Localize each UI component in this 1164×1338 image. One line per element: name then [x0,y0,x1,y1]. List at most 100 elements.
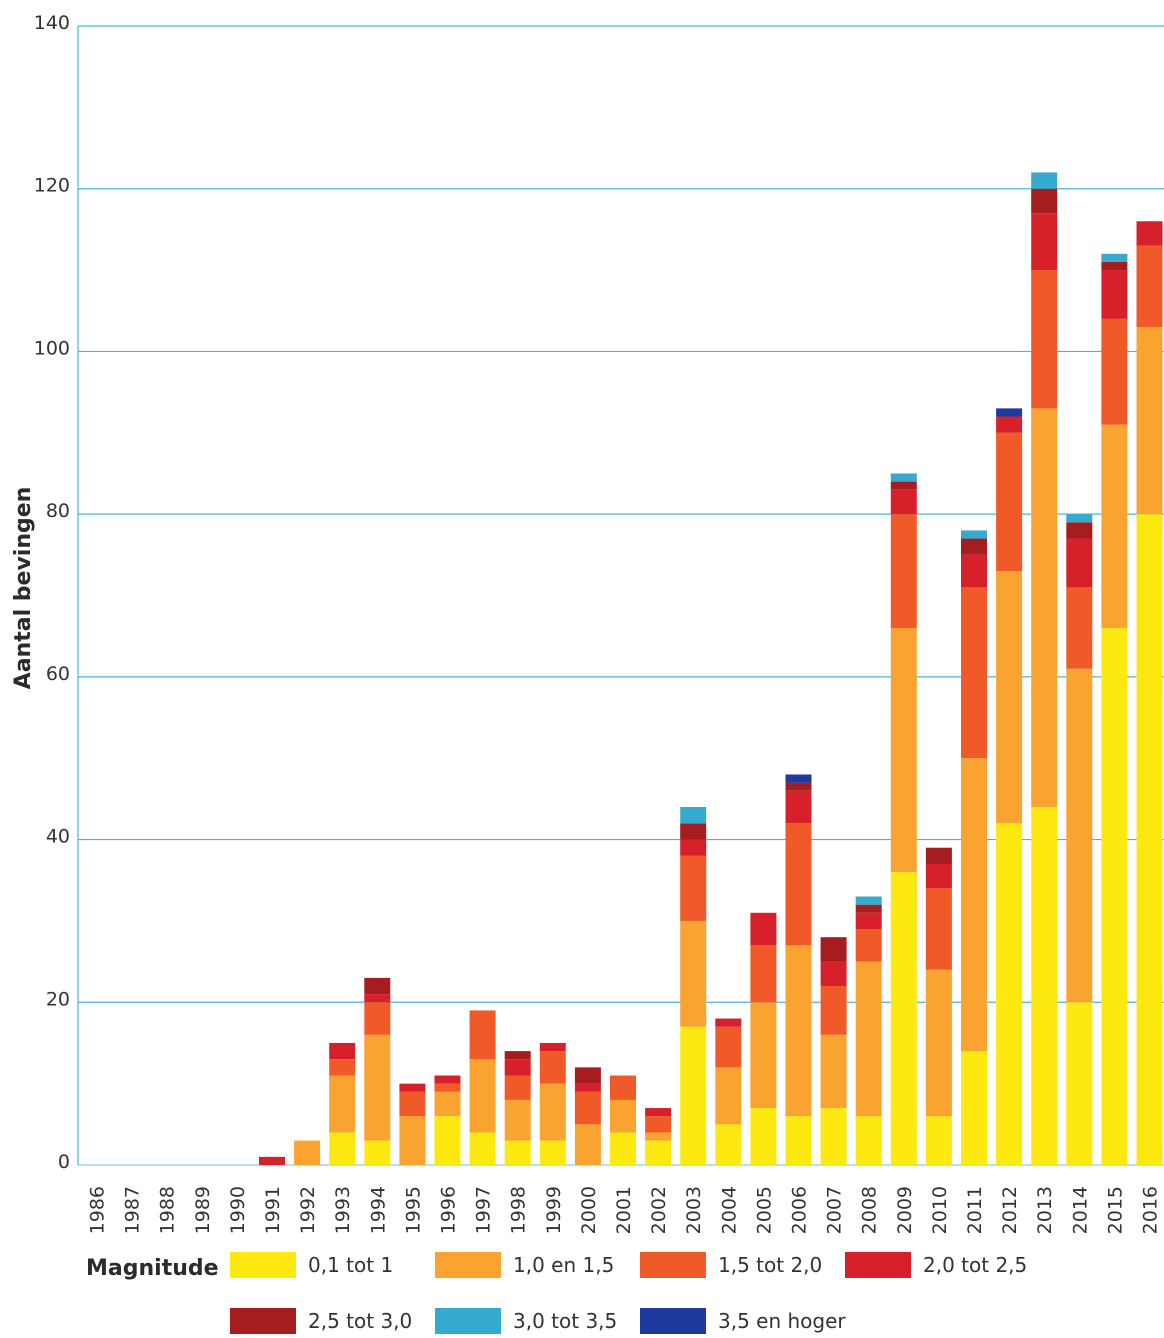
bar-1992 [294,1140,321,1165]
bar-segment-2006-s1 [785,945,812,1117]
bar-1996 [434,1075,461,1165]
bar-segment-1991-s3 [259,1156,285,1165]
bar-segment-2013-s3 [1031,213,1058,271]
legend-item: 2,5 tot 3,0 [230,1308,412,1334]
legend-item: 1,5 tot 2,0 [640,1252,822,1278]
legend-swatch [640,1252,706,1278]
x-tick-label: 2007 [824,1186,846,1234]
bar-2005 [750,912,777,1165]
x-tick-label: 2002 [648,1186,670,1234]
bar-segment-2007-s1 [820,1034,847,1109]
y-axis-label: Aantal bevingen [11,487,36,690]
bar-1998 [504,1051,531,1165]
bar-segment-2005-s3 [750,912,777,946]
gridlines [77,25,1164,1166]
x-tick-label: 1993 [332,1186,354,1234]
bar-segment-2012-s2 [996,432,1023,572]
bar-segment-2016-s0 [1136,514,1163,1165]
x-tick-label: 2000 [578,1186,600,1234]
bar-segment-2015-s1 [1101,424,1128,629]
x-tick-label: 2013 [1034,1186,1056,1234]
bar-segment-2005-s2 [750,945,777,1003]
bar-segment-2002-s2 [645,1116,672,1133]
legend-label: 1,0 en 1,5 [513,1253,615,1277]
bar-segment-1996-s0 [434,1116,461,1165]
bar-segment-2013-s0 [1031,807,1058,1165]
x-tick-label: 1999 [543,1186,565,1234]
bar-segment-2003-s1 [680,920,707,1027]
legend-swatch [435,1252,501,1278]
x-tick-label: 1989 [192,1186,214,1234]
bar-2012 [996,408,1023,1165]
x-tick-label: 2008 [859,1186,881,1234]
bar-segment-2009-s0 [890,872,917,1165]
bar-segment-2008-s4 [855,904,882,913]
bar-segment-2007-s2 [820,986,847,1035]
bar-segment-1993-s3 [329,1042,356,1060]
x-tick-label: 2004 [718,1186,740,1234]
y-tick-label: 20 [46,988,70,1010]
bar-segment-1998-s1 [504,1099,531,1141]
bar-segment-2002-s1 [645,1132,672,1141]
bar-segment-2008-s2 [855,929,882,962]
bar-segment-2012-s6 [996,408,1023,417]
legend: Magnitude 0,1 tot 1 1,0 en 1,5 1,5 tot 2,0… [0,1240,1164,1338]
legend-swatch [845,1252,911,1278]
bar-2007 [820,937,847,1165]
bar-segment-2013-s5 [1031,172,1058,189]
bar-segment-2003-s2 [680,855,707,921]
x-tick-label: 1997 [473,1186,495,1234]
bar-2004 [715,1018,742,1165]
bar-segment-2000-s4 [574,1067,601,1084]
y-tick-label: 100 [34,337,70,359]
x-tick-label: 2001 [613,1186,635,1234]
x-tick-label: 2005 [753,1186,775,1234]
bar-segment-1994-s3 [364,994,391,1003]
bar-segment-2012-s1 [996,571,1023,824]
bar-2013 [1031,172,1058,1165]
bar-segment-2001-s1 [610,1099,636,1133]
legend-item: 3,5 en hoger [640,1308,846,1334]
bar-segment-2014-s0 [1066,1002,1093,1165]
bar-segment-2011-s5 [961,530,987,539]
x-tick-label: 2010 [929,1186,951,1234]
x-tick-label: 1992 [297,1186,319,1234]
bar-segment-2016-s3 [1136,221,1163,246]
bar-segment-2015-s4 [1101,261,1128,271]
x-tick-label: 2003 [683,1186,705,1234]
bar-segment-1997-s2 [469,1010,496,1060]
bar-segment-1993-s1 [329,1075,356,1133]
bar-2001 [610,1075,636,1165]
bar-segment-2004-s3 [715,1018,742,1027]
bar-segment-2004-s0 [715,1124,742,1165]
bar-1994 [364,977,391,1165]
bar-segment-2009-s4 [890,481,917,490]
bar-segment-1992-s1 [294,1140,321,1165]
legend-item: 2,0 tot 2,5 [845,1252,1027,1278]
bar-segment-2005-s0 [750,1108,777,1165]
legend-label: 2,5 tot 3,0 [308,1309,413,1333]
legend-label: 3,5 en hoger [718,1309,846,1333]
y-tick-label: 0 [58,1151,70,1173]
bar-segment-2006-s3 [785,790,812,824]
bar-2009 [890,473,917,1165]
legend-label: 3,0 tot 3,5 [513,1309,618,1333]
legend-label: 1,5 tot 2,0 [718,1253,823,1277]
bar-segment-2016-s2 [1136,245,1163,328]
bar-segment-1998-s3 [504,1059,531,1076]
bar-segment-2009-s3 [890,489,917,515]
bar-segment-2004-s2 [715,1026,742,1068]
bar-2014 [1066,514,1093,1165]
bar-segment-1995-s3 [399,1083,426,1092]
bar-segment-1996-s2 [434,1083,461,1092]
bar-segment-2012-s3 [996,416,1023,433]
bar-segment-2001-s2 [610,1075,636,1100]
bar-segment-1999-s1 [539,1083,566,1141]
x-tick-label: 2009 [894,1186,916,1234]
bar-segment-1997-s1 [469,1059,496,1133]
bar-segment-1998-s2 [504,1075,531,1100]
bars [259,172,1163,1165]
x-tick-label: 1987 [122,1186,144,1234]
bar-segment-1995-s1 [399,1116,426,1165]
bar-segment-2008-s3 [855,912,882,930]
